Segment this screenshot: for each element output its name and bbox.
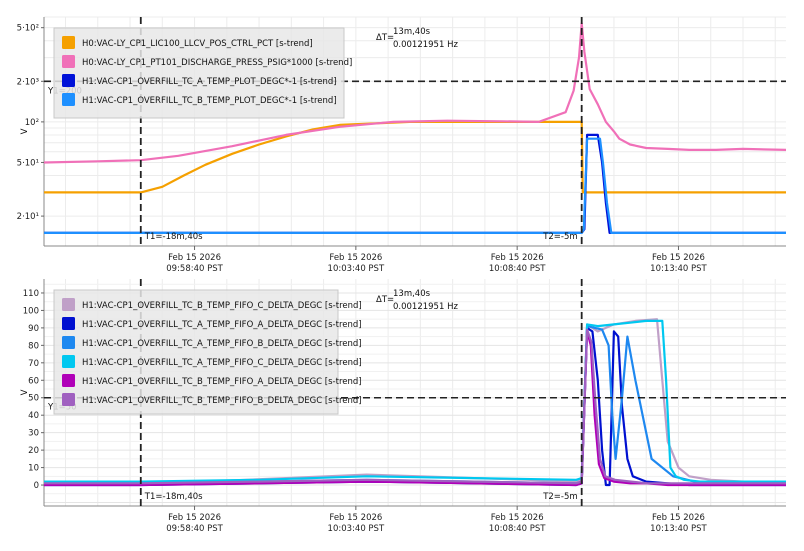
- x-tick-date: Feb 15 2026: [168, 513, 221, 523]
- legend-swatch-3: [62, 336, 75, 349]
- x-tick-date: Feb 15 2026: [329, 513, 382, 523]
- legend-entry-3: H1:VAC-CP1_OVERFILL_TC_A_TEMP_FIFO_B_DEL…: [82, 339, 362, 349]
- legend-swatch-2: [62, 317, 75, 330]
- y-tick-label: 20: [28, 446, 39, 456]
- legend-entry-3: H1:VAC-CP1_OVERFILL_TC_A_TEMP_PLOT_DEGC*…: [82, 77, 337, 87]
- delta-t-label: ΔT=: [376, 295, 394, 305]
- y-tick-label: 100: [23, 306, 39, 316]
- series-line-4: [44, 137, 786, 234]
- t2-cursor-label: T2=-5m: [542, 492, 577, 502]
- y-tick-label: 10: [28, 464, 39, 474]
- legend-entry-1: H0:VAC-LY_CP1_LIC100_LLCV_POS_CTRL_PCT […: [82, 39, 313, 49]
- series-line-2: [44, 22, 786, 164]
- legend-swatch-2: [62, 55, 75, 68]
- legend-swatch-4: [62, 93, 75, 106]
- t2-cursor-label: T2=-5m: [542, 232, 577, 242]
- x-tick-time: 10:03:40 PST: [328, 524, 385, 534]
- x-tick-time: 10:13:40 PST: [650, 264, 707, 274]
- y-ticks: 0 10 20 30 40 50 60 70 80 90 100 110: [23, 289, 44, 491]
- series-line-4: [44, 319, 786, 483]
- y-tick-label: 50: [28, 394, 39, 404]
- x-tick-time: 09:58:40 PST: [166, 524, 223, 534]
- x-tick-date: Feb 15 2026: [652, 253, 705, 263]
- y-tick-label: 5·10¹: [17, 158, 39, 168]
- delta-t-label: ΔT=: [376, 33, 394, 43]
- legend: H1:VAC-CP1_OVERFILL_TC_B_TEMP_FIFO_C_DEL…: [53, 289, 362, 415]
- y-tick-label: 5·10²: [17, 24, 39, 34]
- legend-box: [53, 27, 345, 119]
- x-tick-date: Feb 15 2026: [329, 253, 382, 263]
- legend-swatch-3: [62, 74, 75, 87]
- y-tick-label: 2·10¹: [17, 212, 39, 222]
- legend-entry-2: H0:VAC-LY_CP1_PT101_DISCHARGE_PRESS_PSIG…: [82, 58, 352, 68]
- legend-swatch-6: [62, 393, 75, 406]
- legend-swatch-1: [62, 298, 75, 311]
- legend-entry-4: H1:VAC-CP1_OVERFILL_TC_A_TEMP_FIFO_C_DEL…: [82, 358, 362, 368]
- y-axis-label: V: [20, 389, 30, 395]
- y-tick-label: 40: [28, 411, 39, 421]
- legend-entry-4: H1:VAC-CP1_OVERFILL_TC_B_TEMP_PLOT_DEGC*…: [82, 96, 337, 106]
- y-tick-label: 110: [23, 289, 39, 299]
- y-tick-label: 70: [28, 359, 39, 369]
- legend-entry-2: H1:VAC-CP1_OVERFILL_TC_A_TEMP_FIFO_A_DEL…: [82, 320, 362, 330]
- legend-entry-1: H1:VAC-CP1_OVERFILL_TC_B_TEMP_FIFO_C_DEL…: [82, 301, 362, 311]
- t1-cursor-label: T1=-18m,40s: [144, 232, 203, 242]
- y-axis-label: V: [20, 128, 30, 134]
- delta-t-frequency: 0.00121951 Hz: [393, 40, 458, 50]
- y-tick-label: 90: [28, 324, 39, 334]
- legend-entry-5: H1:VAC-CP1_OVERFILL_TC_B_TEMP_FIFO_A_DEL…: [82, 377, 362, 387]
- x-tick-time: 10:13:40 PST: [650, 524, 707, 534]
- y-tick-label: 30: [28, 429, 39, 439]
- x-tick-time: 10:08:40 PST: [489, 524, 546, 534]
- series-group: [44, 318, 786, 487]
- x-tick-date: Feb 15 2026: [491, 253, 544, 263]
- legend-entry-6: H1:VAC-CP1_OVERFILL_TC_B_TEMP_FIFO_B_DEL…: [82, 396, 362, 406]
- x-tick-date: Feb 15 2026: [168, 253, 221, 263]
- legend-swatch-4: [62, 355, 75, 368]
- y-tick-label: 10²: [25, 118, 39, 128]
- y-tick-label: 80: [28, 341, 39, 351]
- legend-box: [53, 289, 339, 415]
- y-tick-label: 60: [28, 376, 39, 386]
- x-tick-time: 09:58:40 PST: [166, 264, 223, 274]
- x-tick-time: 10:08:40 PST: [489, 264, 546, 274]
- legend-swatch-5: [62, 374, 75, 387]
- legend-swatch-1: [62, 36, 75, 49]
- delta-t-frequency: 0.00121951 Hz: [393, 302, 458, 312]
- y-tick-label: 0: [34, 481, 39, 491]
- t1-cursor-label: T1=-18m,40s: [144, 492, 203, 502]
- legend: H0:VAC-LY_CP1_LIC100_LLCV_POS_CTRL_PCT […: [53, 27, 352, 119]
- y-ticks: 2·10¹ 5·10¹ 10² 2·10³ 5·10²: [17, 24, 44, 222]
- delta-t-span: 13m,40s: [393, 289, 431, 299]
- x-tick-date: Feb 15 2026: [652, 513, 705, 523]
- series-line-1: [44, 120, 786, 194]
- x-tick-date: Feb 15 2026: [491, 513, 544, 523]
- x-tick-time: 10:03:40 PST: [328, 264, 385, 274]
- delta-t-span: 13m,40s: [393, 27, 431, 37]
- y-tick-label: 2·10³: [17, 77, 39, 87]
- series-line-6: [44, 328, 786, 485]
